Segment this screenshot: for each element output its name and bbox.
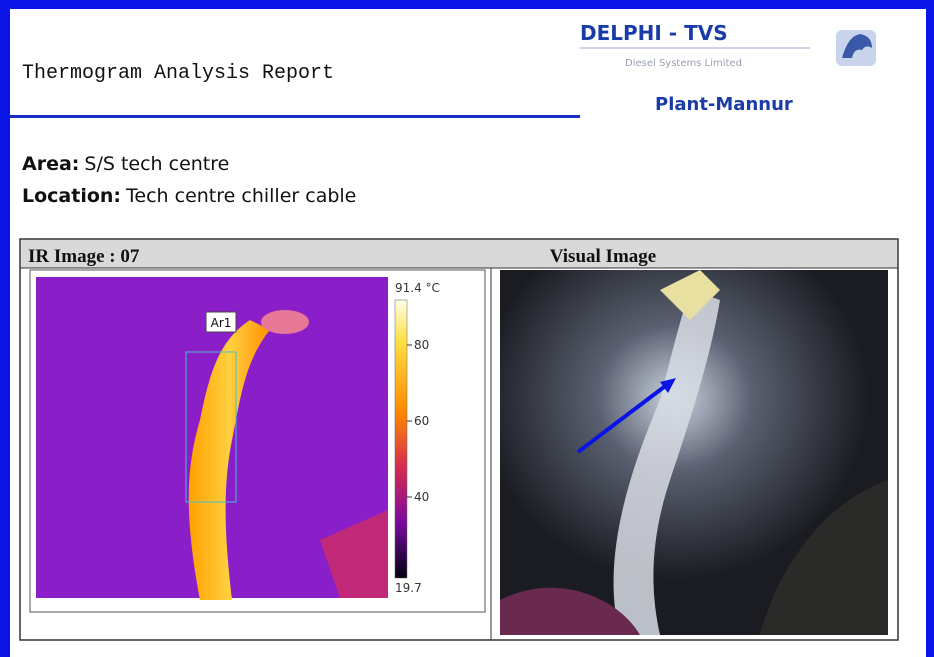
report: Thermogram Analysis Report DELPHI - TVS … [0, 0, 934, 657]
title-underline [10, 115, 580, 118]
area-line: Area:S/S tech centre [22, 153, 229, 175]
page: Thermogram Analysis Report DELPHI - TVS … [0, 0, 934, 657]
scale-tick-label: 60 [414, 414, 429, 428]
scale-tick-label: 40 [414, 490, 429, 504]
ir-title: IR Image : 07 [28, 246, 140, 267]
company-subtitle: Diesel Systems Limited [625, 58, 742, 69]
visual-title: Visual Image [550, 246, 656, 267]
location-value: Tech centre chiller cable [125, 185, 356, 207]
color-scale [395, 300, 407, 578]
frame-right [926, 0, 934, 657]
thermal-plume [261, 310, 309, 334]
area-label: Area: [22, 153, 79, 175]
report-title: Thermogram Analysis Report [22, 62, 334, 85]
roi-label: Ar1 [211, 316, 232, 330]
visual-image [500, 270, 888, 635]
scale-tick-label: 80 [414, 338, 429, 352]
company-emblem [836, 30, 876, 66]
thermal-image: Ar1 [36, 277, 388, 600]
area-value: S/S tech centre [84, 153, 229, 175]
frame-top [0, 0, 934, 9]
table-header [21, 240, 897, 268]
frame-left [0, 0, 10, 657]
plant-name: Plant-Mannur [655, 94, 793, 115]
company-name: DELPHI - TVS [580, 21, 728, 45]
location-label: Location: [22, 185, 121, 207]
scale-min: 19.7 [395, 581, 422, 595]
scale-max: 91.4 °C [395, 281, 440, 295]
location-line: Location:Tech centre chiller cable [22, 185, 356, 207]
